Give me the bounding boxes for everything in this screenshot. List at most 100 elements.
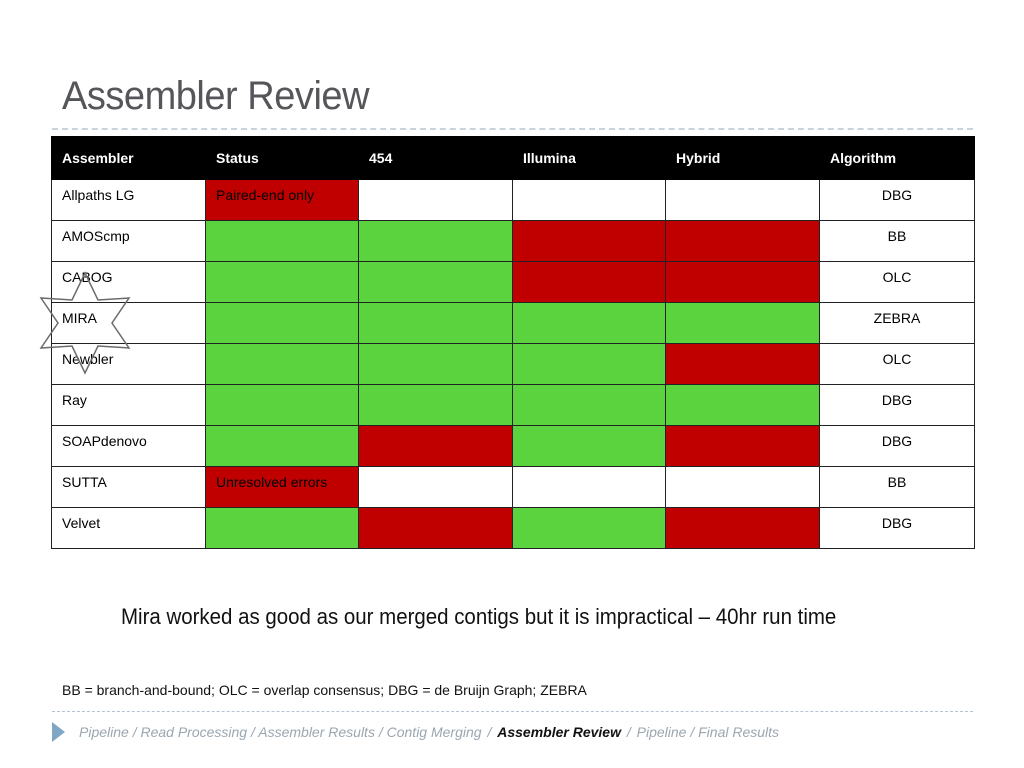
- platform-cell-hybrid: [665, 384, 820, 426]
- title-divider: [52, 128, 973, 130]
- algorithm-cell: ZEBRA: [819, 302, 975, 344]
- status-cell: Paired-end only: [205, 179, 359, 221]
- assembler-name: SOAPdenovo: [62, 433, 147, 449]
- summary-note: Mira worked as good as our merged contig…: [121, 604, 837, 629]
- algorithm-value: DBG: [881, 515, 913, 531]
- table-row: AMOScmp BB: [51, 220, 975, 262]
- assembler-name-cell: Allpaths LG: [51, 179, 206, 221]
- platform-cell-454: [358, 507, 513, 549]
- platform-cell-illumina: [512, 384, 666, 426]
- platform-cell-illumina: [512, 302, 666, 344]
- assembler-name: AMOScmp: [62, 228, 130, 244]
- header-illumina: Illumina: [512, 136, 666, 180]
- assembler-name: Velvet: [62, 515, 101, 531]
- status-text: [216, 221, 348, 228]
- status-text: [216, 385, 348, 392]
- platform-cell-hybrid: [665, 179, 820, 221]
- platform-cell-454: [358, 466, 513, 508]
- algorithm-value: DBG: [881, 433, 913, 449]
- table-row: Newbler OLC: [51, 343, 975, 385]
- assembler-name-cell: SUTTA: [51, 466, 206, 508]
- platform-cell-454: [358, 261, 513, 303]
- platform-cell-hybrid: [665, 261, 820, 303]
- breadcrumb-separator: /: [626, 724, 631, 740]
- platform-cell-hybrid: [665, 302, 820, 344]
- algorithm-value: OLC: [882, 269, 912, 285]
- platform-cell-454: [358, 425, 513, 467]
- assembler-name: SUTTA: [62, 474, 107, 490]
- platform-cell-illumina: [512, 220, 666, 262]
- table-row: CABOG OLC: [51, 261, 975, 303]
- platform-cell-hybrid: [665, 343, 820, 385]
- status-text: [216, 426, 348, 433]
- assembler-name-cell: AMOScmp: [51, 220, 206, 262]
- algorithm-legend: BB = branch-and-bound; OLC = overlap con…: [62, 682, 587, 698]
- assembler-name-cell: MIRA: [51, 302, 206, 344]
- six-point-star-icon: [39, 271, 131, 375]
- algorithm-cell: DBG: [819, 179, 975, 221]
- platform-cell-hybrid: [665, 425, 820, 467]
- status-text: [216, 262, 348, 269]
- table-row: Velvet DBG: [51, 507, 975, 549]
- table-header-row: Assembler Status 454 Illumina Hybrid Alg…: [51, 136, 975, 180]
- algorithm-cell: BB: [819, 220, 975, 262]
- assembler-name: Allpaths LG: [62, 187, 135, 203]
- algorithm-value: ZEBRA: [873, 310, 921, 326]
- breadcrumb-item-previous[interactable]: Pipeline / Read Processing / Assembler R…: [79, 724, 482, 740]
- status-text: Paired-end only: [216, 187, 315, 203]
- platform-cell-illumina: [512, 466, 666, 508]
- platform-cell-454: [358, 302, 513, 344]
- assembler-name: Ray: [62, 392, 87, 408]
- platform-cell-454: [358, 384, 513, 426]
- platform-cell-illumina: [512, 343, 666, 385]
- table-row: Allpaths LG Paired-end only DBG: [51, 179, 975, 221]
- platform-cell-454: [358, 179, 513, 221]
- breadcrumb-item-next[interactable]: Pipeline / Final Results: [636, 724, 780, 740]
- status-text: [216, 508, 348, 515]
- header-algorithm: Algorithm: [819, 136, 975, 180]
- play-arrow-icon: [52, 722, 65, 742]
- status-cell: [205, 384, 359, 426]
- status-text: [216, 344, 348, 351]
- algorithm-cell: DBG: [819, 507, 975, 549]
- status-cell: [205, 425, 359, 467]
- platform-cell-454: [358, 220, 513, 262]
- algorithm-cell: OLC: [819, 261, 975, 303]
- algorithm-cell: OLC: [819, 343, 975, 385]
- status-cell: [205, 507, 359, 549]
- algorithm-value: DBG: [881, 187, 913, 203]
- platform-cell-illumina: [512, 261, 666, 303]
- status-cell: [205, 261, 359, 303]
- table-row: SUTTA Unresolved errors BB: [51, 466, 975, 508]
- algorithm-value: BB: [887, 474, 907, 490]
- breadcrumb: Pipeline / Read Processing / Assembler R…: [79, 724, 779, 740]
- platform-cell-illumina: [512, 179, 666, 221]
- assembler-name: Newbler: [62, 351, 114, 367]
- breadcrumb-item-current: Assembler Review: [497, 724, 621, 740]
- algorithm-value: BB: [887, 228, 907, 244]
- assembler-name-cell: Velvet: [51, 507, 206, 549]
- slide-title: Assembler Review: [62, 74, 370, 118]
- platform-cell-hybrid: [665, 466, 820, 508]
- platform-cell-illumina: [512, 507, 666, 549]
- platform-cell-illumina: [512, 425, 666, 467]
- platform-cell-hybrid: [665, 220, 820, 262]
- assembler-table: Assembler Status 454 Illumina Hybrid Alg…: [51, 136, 975, 549]
- footer-divider: [52, 711, 973, 712]
- header-454: 454: [358, 136, 513, 180]
- assembler-name: MIRA: [62, 310, 97, 326]
- algorithm-cell: DBG: [819, 384, 975, 426]
- assembler-name-cell: SOAPdenovo: [51, 425, 206, 467]
- status-cell: [205, 220, 359, 262]
- header-hybrid: Hybrid: [665, 136, 820, 180]
- header-assembler: Assembler: [51, 136, 206, 180]
- assembler-name-cell: Ray: [51, 384, 206, 426]
- table-row: SOAPdenovo DBG: [51, 425, 975, 467]
- breadcrumb-separator: /: [487, 724, 492, 740]
- algorithm-value: DBG: [881, 392, 913, 408]
- algorithm-value: OLC: [882, 351, 912, 367]
- status-text: [216, 303, 348, 310]
- status-cell: Unresolved errors: [205, 466, 359, 508]
- status-cell: [205, 302, 359, 344]
- table-row: MIRA ZEBRA: [51, 302, 975, 344]
